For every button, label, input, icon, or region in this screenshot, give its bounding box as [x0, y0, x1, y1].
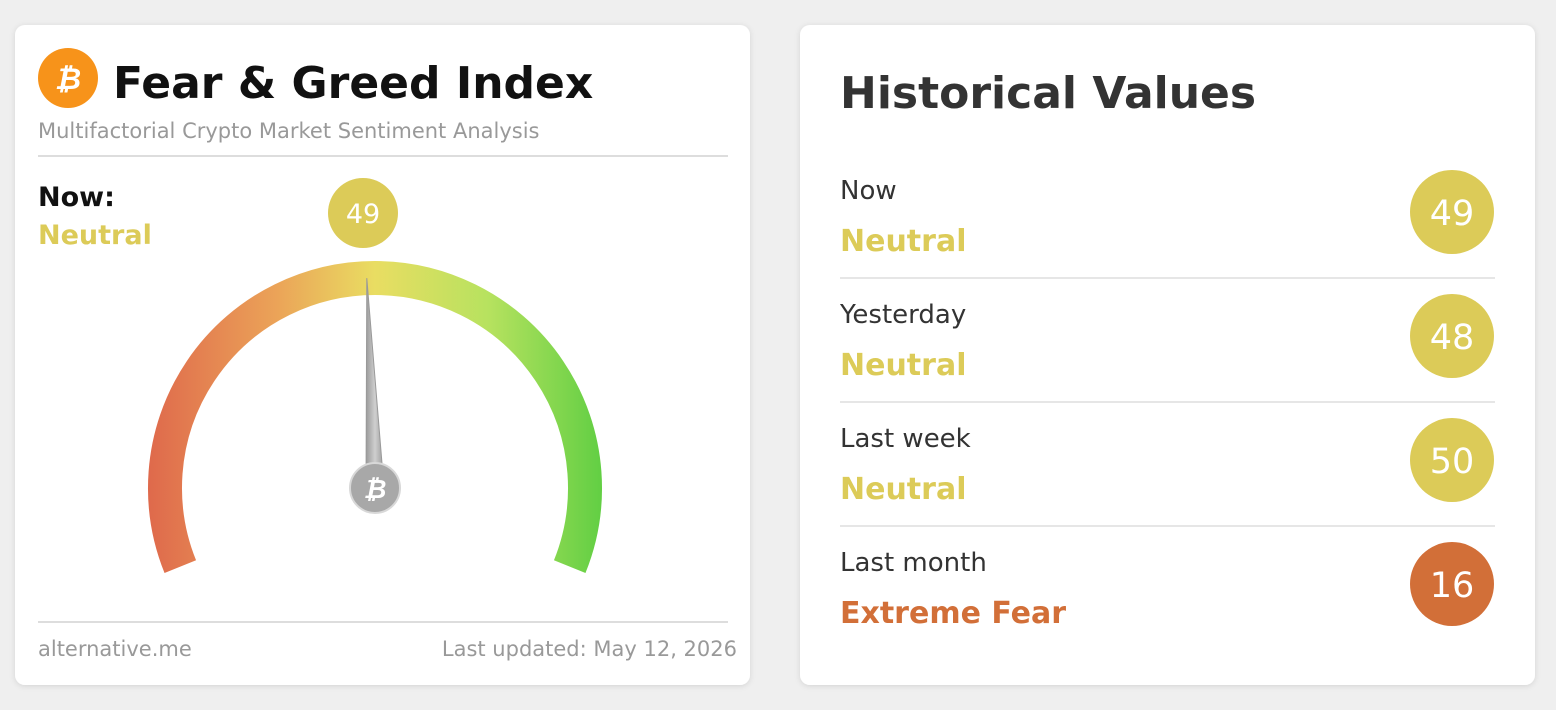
hub-symbol: ₿ [364, 475, 387, 505]
history-label: Yesterday [839, 300, 966, 330]
now-value: 49 [346, 199, 380, 230]
now-classification: Neutral [38, 220, 152, 251]
history-badge [1410, 170, 1494, 254]
needle-hub [349, 462, 401, 514]
history-label: Last month [840, 548, 987, 578]
history-label: Now [840, 176, 897, 206]
history-value: 49 [1430, 194, 1475, 234]
title: Fear & Greed Index [113, 58, 593, 109]
history-classification: Extreme Fear [840, 596, 1066, 631]
history-badge [1410, 294, 1494, 378]
history-badge [1410, 418, 1494, 502]
history-value: 48 [1430, 318, 1475, 358]
history-value: 16 [1430, 566, 1475, 606]
now-badge [328, 178, 398, 248]
history-value: 50 [1430, 442, 1475, 482]
subtitle: Multifactorial Crypto Market Sentiment A… [38, 119, 540, 143]
history-title: Historical Values [840, 68, 1256, 119]
history-classification: Neutral [840, 348, 966, 383]
history-card [800, 25, 1535, 685]
history-label: Last week [840, 424, 971, 454]
now-label: Now: [38, 182, 115, 213]
history-classification: Neutral [840, 224, 966, 259]
gauge-arc [148, 261, 602, 574]
last-updated: Last updated: May 12, 2026 [442, 637, 737, 661]
bitcoin-symbol: ₿ [55, 62, 81, 97]
history-badge [1410, 542, 1494, 626]
bitcoin-logo [38, 48, 98, 108]
source: alternative.me [38, 637, 192, 661]
history-classification: Neutral [840, 472, 966, 507]
